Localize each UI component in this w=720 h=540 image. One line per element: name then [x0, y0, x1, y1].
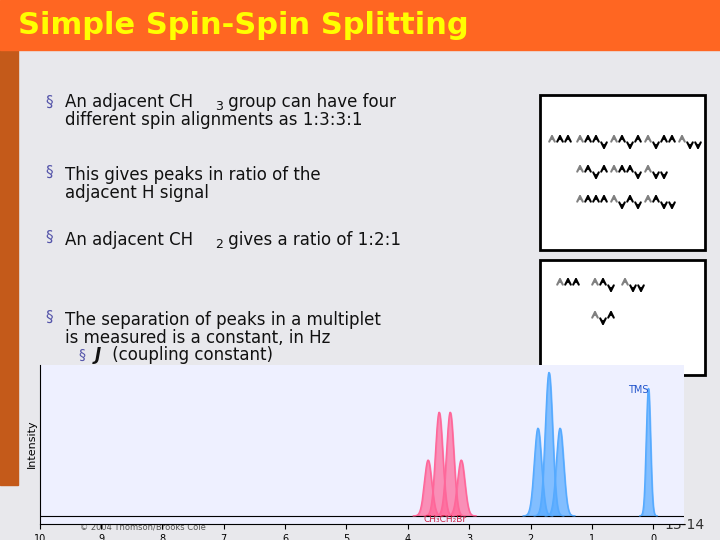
Text: §: §: [78, 348, 85, 362]
Text: 2: 2: [215, 238, 223, 251]
Y-axis label: Intensity: Intensity: [27, 420, 37, 469]
Text: An adjacent CH: An adjacent CH: [65, 231, 193, 249]
Text: Simple Spin-Spin Splitting: Simple Spin-Spin Splitting: [18, 10, 469, 39]
Text: CH₃CH₂Br: CH₃CH₂Br: [423, 515, 467, 524]
Text: §: §: [45, 165, 53, 179]
Bar: [0, 0, 720, 50]
Text: 3: 3: [215, 99, 223, 112]
Bar: [0, 50, 18, 485]
Bar: [540, 260, 705, 375]
Text: gives a ratio of 1:2:1: gives a ratio of 1:2:1: [223, 231, 401, 249]
Text: adjacent H signal: adjacent H signal: [65, 184, 209, 202]
Text: §: §: [45, 94, 53, 110]
Text: different spin alignments as 1:3:3:1: different spin alignments as 1:3:3:1: [65, 111, 362, 129]
Text: TMS: TMS: [628, 385, 648, 395]
Text: (coupling constant): (coupling constant): [107, 346, 273, 364]
Text: An adjacent CH: An adjacent CH: [65, 93, 193, 111]
Text: 13-14: 13-14: [665, 518, 705, 532]
Text: §: §: [45, 230, 53, 245]
Text: group can have four: group can have four: [223, 93, 396, 111]
Text: The separation of peaks in a multiplet: The separation of peaks in a multiplet: [65, 311, 381, 329]
Text: This gives peaks in ratio of the: This gives peaks in ratio of the: [65, 166, 320, 184]
Bar: [540, 95, 705, 250]
Text: © 2004 Thomson/Brooks Cole: © 2004 Thomson/Brooks Cole: [80, 523, 206, 532]
Text: J: J: [95, 346, 101, 364]
Text: §: §: [45, 309, 53, 325]
Text: is measured is a constant, in Hz: is measured is a constant, in Hz: [65, 329, 330, 347]
